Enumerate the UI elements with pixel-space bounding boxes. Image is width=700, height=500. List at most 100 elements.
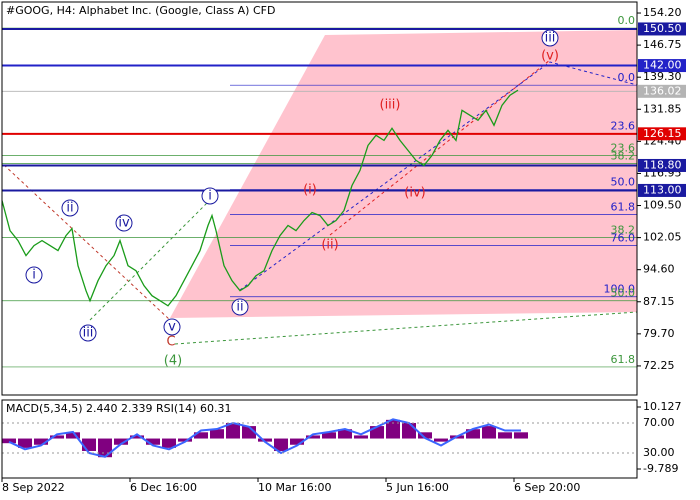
level-label: 118.80 [643,158,682,171]
panel-title: MACD(5,34,5) 2.440 2.339 RSI(14) 60.31 [6,402,231,415]
wave-label: (4) [164,354,182,369]
macd-bar [434,438,448,442]
wave-circle [231,298,249,316]
macd-bar [498,432,512,439]
level-box [638,183,686,197]
wave-label: C [166,335,175,350]
level-label: 150.50 [643,22,682,35]
macd-bar [466,429,480,439]
wave-circle [79,324,97,342]
wave-circle [201,187,219,205]
y-tick-label: 72.25 [643,359,675,372]
wave-label: (ii) [321,238,338,253]
price-line [1,89,519,307]
macd-bar [82,438,96,451]
level-box [638,59,686,73]
wave-label: (iii) [380,98,401,113]
x-tick-label: 5 Jun 16:00 [386,481,449,494]
macd-bar [370,426,384,439]
fib-label: 100.0 [604,283,636,296]
y-tick-label: 139.30 [643,70,682,83]
guide-line [174,311,638,345]
wave-label: ii [66,201,73,216]
macd-bar [2,438,16,444]
guide-line [89,199,211,321]
wave-label: (i) [303,183,317,198]
macd-bar [34,438,48,445]
y-tick-label: 131.85 [643,102,682,115]
fib-label: 61.8 [611,201,636,214]
level-box [638,84,686,98]
fib-label: 23.6 [611,119,636,132]
x-tick-label: 6 Dec 16:00 [130,481,197,494]
x-tick-label: 10 Mar 16:00 [258,481,331,494]
wave-circle [541,29,559,47]
plot-frame [1,1,638,396]
macd-bar [290,438,304,445]
wave-label: ii [236,300,243,315]
wave-circle [163,318,181,336]
y-tick-label: 109.50 [643,199,682,212]
chart-title: #GOOG, H4: Alphabet Inc. (Google, Class … [6,4,275,17]
y-tick-label: 154.20 [643,6,682,19]
macd-bar [210,429,224,439]
wave-label: i [208,189,212,204]
fib-label: 50.0 [611,287,636,300]
x-tick-label: 6 Sep 20:00 [514,481,580,494]
fib-label: 76.0 [611,232,636,245]
y-tick-label: 87.15 [643,295,675,308]
fib-label: 38.2 [611,149,636,162]
wave-label: i [32,268,36,283]
y-tick-label: -9.789 [643,462,678,475]
macd-bar [50,435,64,439]
macd-bar [114,438,128,445]
macd-bar [162,438,176,448]
level-box [638,158,686,172]
fib-label: 61.8 [611,353,636,366]
level-box [638,127,686,141]
x-tick-label: 8 Sep 2022 [2,481,65,494]
level-label: 113.00 [643,183,682,196]
wave-label: (v) [541,49,559,64]
macd-bar [306,435,320,439]
y-tick-label: 94.60 [643,263,675,276]
macd-bar [482,426,496,439]
macd-bar [338,429,352,439]
macd-bar [274,438,288,451]
wave-label: (iv) [404,186,425,201]
fib-label: 0.0 [618,71,636,84]
macd-bar [130,435,144,439]
macd-bar [514,432,528,439]
y-tick-label: 79.70 [643,327,675,340]
level-label: 126.15 [643,127,682,140]
macd-bar [418,432,432,439]
macd-bar [258,438,272,442]
fib-label: 23.6 [611,141,636,154]
wave-label: iii [545,31,556,46]
macd-bar [18,438,32,448]
macd-bar [146,438,160,445]
macd-bar [402,422,416,439]
rsi-line [8,418,521,458]
wave-circle [115,214,133,232]
macd-bar [178,438,192,442]
wave-circle [61,199,79,217]
level-label: 136.02 [643,84,682,97]
wave-circle [25,266,43,284]
wave-label: v [168,320,176,335]
level-label: 142.00 [643,59,682,72]
level-box [638,22,686,36]
y-tick-label: 10.127 [643,400,682,413]
y2-tick-label: 70.00 [643,416,675,429]
y2-tick-label: 30.00 [643,446,675,459]
macd-bar [354,435,368,439]
macd-bar [386,419,400,439]
y-tick-label: 102.05 [643,231,682,244]
channel [170,30,637,318]
macd-bar [194,432,208,439]
guide-line [239,61,638,291]
wave-label: iii [83,326,94,341]
macd-bar [322,432,336,439]
fib-label: 50.0 [611,176,636,189]
